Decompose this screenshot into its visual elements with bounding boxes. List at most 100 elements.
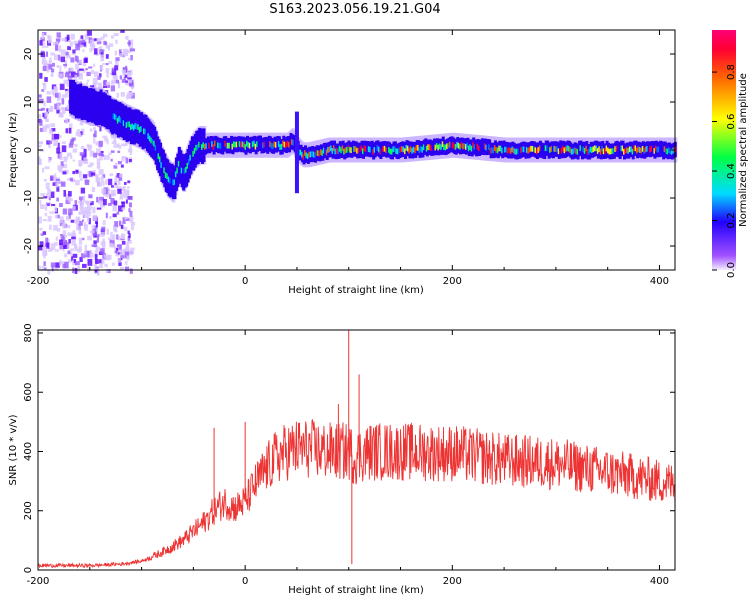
noise-mark bbox=[100, 51, 104, 58]
trace-core bbox=[589, 146, 593, 153]
noise-mark bbox=[102, 238, 105, 245]
trace-core bbox=[298, 149, 301, 156]
noise-mark bbox=[44, 111, 49, 118]
trace-core bbox=[158, 156, 162, 163]
noise-mark bbox=[128, 233, 131, 239]
trace-core bbox=[595, 145, 598, 152]
noise-mark bbox=[57, 165, 63, 171]
noise-mark bbox=[92, 77, 98, 85]
noise-mark bbox=[125, 157, 129, 164]
trace-core bbox=[290, 139, 294, 145]
noise-mark bbox=[47, 107, 52, 112]
noise-mark bbox=[45, 118, 49, 122]
trace-core bbox=[382, 146, 385, 152]
y-tick-label: 10 bbox=[23, 96, 34, 109]
noise-mark bbox=[124, 261, 128, 265]
trace-core bbox=[662, 148, 665, 155]
noise-mark bbox=[81, 128, 85, 136]
noise-mark bbox=[110, 158, 113, 162]
trace-core bbox=[177, 160, 181, 167]
trace-core bbox=[660, 146, 664, 153]
noise-mark bbox=[68, 259, 72, 263]
noise-mark bbox=[57, 73, 63, 78]
noise-mark bbox=[50, 74, 54, 77]
noise-mark bbox=[88, 66, 93, 69]
noise-mark bbox=[116, 234, 119, 240]
noise-mark bbox=[93, 133, 96, 137]
trace-core bbox=[357, 147, 361, 154]
noise-mark bbox=[109, 215, 112, 220]
trace-core bbox=[467, 145, 471, 152]
trace-core bbox=[185, 166, 188, 173]
trace-core bbox=[535, 148, 539, 155]
trace-core bbox=[517, 148, 520, 155]
noise-mark bbox=[96, 236, 99, 243]
trace-core bbox=[504, 146, 507, 153]
trace-core bbox=[444, 144, 448, 151]
trace-core bbox=[272, 143, 275, 150]
noise-mark bbox=[120, 224, 124, 230]
trace-core bbox=[406, 145, 410, 152]
noise-mark bbox=[41, 89, 45, 92]
trace-core bbox=[373, 146, 377, 153]
noise-mark bbox=[76, 129, 81, 134]
trace-core bbox=[482, 144, 485, 151]
noise-mark bbox=[68, 143, 74, 148]
trace-core bbox=[543, 148, 546, 155]
trace-core bbox=[647, 146, 651, 153]
trace-core bbox=[256, 141, 259, 147]
noise-mark bbox=[42, 112, 47, 118]
trace-core bbox=[591, 147, 594, 154]
snr-marks bbox=[37, 330, 676, 569]
noise-mark bbox=[103, 198, 107, 206]
noise-mark bbox=[47, 215, 52, 222]
noise-mark bbox=[41, 60, 46, 65]
noise-mark bbox=[52, 182, 57, 186]
noise-mark bbox=[78, 245, 82, 252]
trace-core bbox=[166, 173, 169, 180]
snr-background bbox=[38, 330, 675, 570]
noise-mark bbox=[127, 49, 132, 54]
noise-mark bbox=[130, 48, 136, 52]
noise-mark bbox=[94, 254, 98, 260]
noise-mark bbox=[59, 259, 62, 267]
trace-core bbox=[480, 143, 484, 149]
noise-mark bbox=[59, 65, 62, 73]
noise-mark bbox=[93, 83, 96, 87]
y-tick-label: 400 bbox=[23, 442, 34, 461]
trace-core bbox=[303, 150, 307, 156]
trace-core bbox=[550, 146, 554, 152]
noise-mark bbox=[90, 230, 95, 234]
noise-mark bbox=[49, 141, 53, 144]
trace-core bbox=[211, 141, 214, 147]
noise-mark bbox=[40, 204, 45, 209]
trace-core bbox=[206, 141, 210, 148]
noise-mark bbox=[123, 76, 126, 81]
noise-mark bbox=[105, 54, 109, 59]
trace-core bbox=[621, 145, 625, 152]
trace-core bbox=[530, 145, 533, 152]
trace-core bbox=[364, 146, 368, 152]
noise-mark bbox=[56, 197, 59, 202]
trace-core bbox=[137, 124, 140, 130]
trace-core bbox=[411, 147, 414, 154]
noise-mark bbox=[41, 50, 45, 53]
noise-mark bbox=[50, 68, 55, 73]
trace-core bbox=[227, 142, 230, 149]
noise-mark bbox=[93, 136, 96, 144]
noise-mark bbox=[86, 211, 92, 214]
noise-mark bbox=[71, 239, 76, 246]
noise-mark bbox=[43, 101, 46, 107]
noise-mark bbox=[96, 158, 101, 165]
noise-mark bbox=[43, 45, 49, 48]
trace-core bbox=[488, 144, 491, 151]
trace-core bbox=[563, 147, 567, 154]
trace-core bbox=[228, 142, 232, 149]
noise-mark bbox=[108, 46, 111, 51]
noise-mark bbox=[119, 192, 122, 199]
trace-core bbox=[205, 143, 208, 149]
noise-mark bbox=[130, 247, 135, 251]
noise-mark bbox=[46, 202, 51, 205]
trace-core bbox=[598, 146, 601, 153]
